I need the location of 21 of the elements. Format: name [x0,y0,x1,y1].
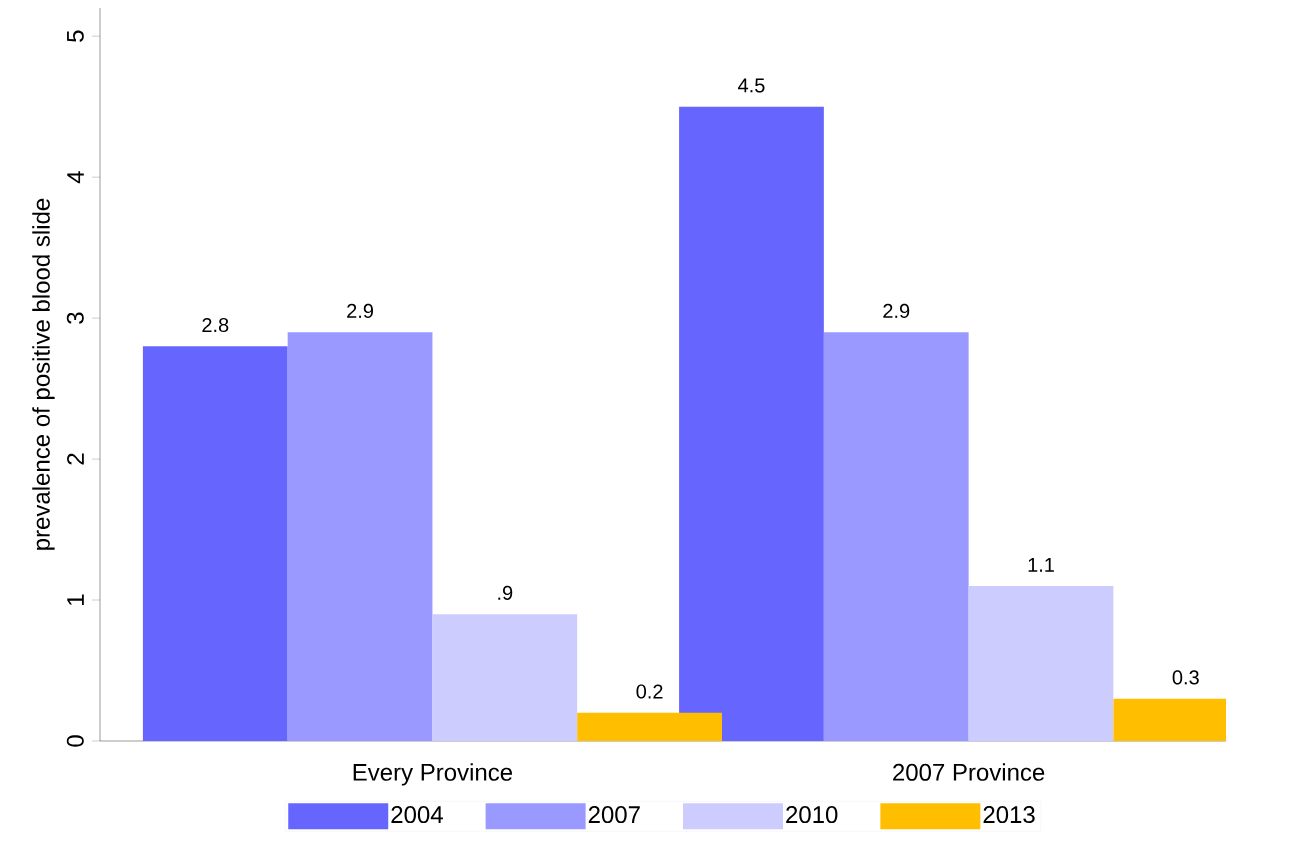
y-tick-label: 4 [67,171,84,184]
y-axis-title: prevalence of positive blood slide [32,198,55,550]
data-label: 0.3 [1172,670,1199,685]
data-label: 2.8 [202,317,229,333]
y-tick-label: 1 [67,594,84,605]
x-tick-label: Every Province [353,763,513,786]
data-label: 0.2 [636,684,663,699]
data-label: 1.1 [1028,557,1054,572]
data-label: .9 [498,585,513,600]
y-tick-label: 5 [67,30,84,42]
data-label: 2.9 [883,303,910,319]
y-tick-label: 0 [66,735,84,747]
legend-label: 2004 [391,806,443,824]
y-tick-label: 3 [66,312,84,324]
legend-label: 2010 [786,806,838,824]
x-tick-label: 2007 Province [893,763,1045,781]
y-tick-label: 2 [67,453,84,465]
data-label: 4.5 [738,78,765,93]
legend-label: 2007 [588,806,640,824]
legend-label: 2013 [983,806,1035,824]
data-label: 2.9 [347,303,373,319]
